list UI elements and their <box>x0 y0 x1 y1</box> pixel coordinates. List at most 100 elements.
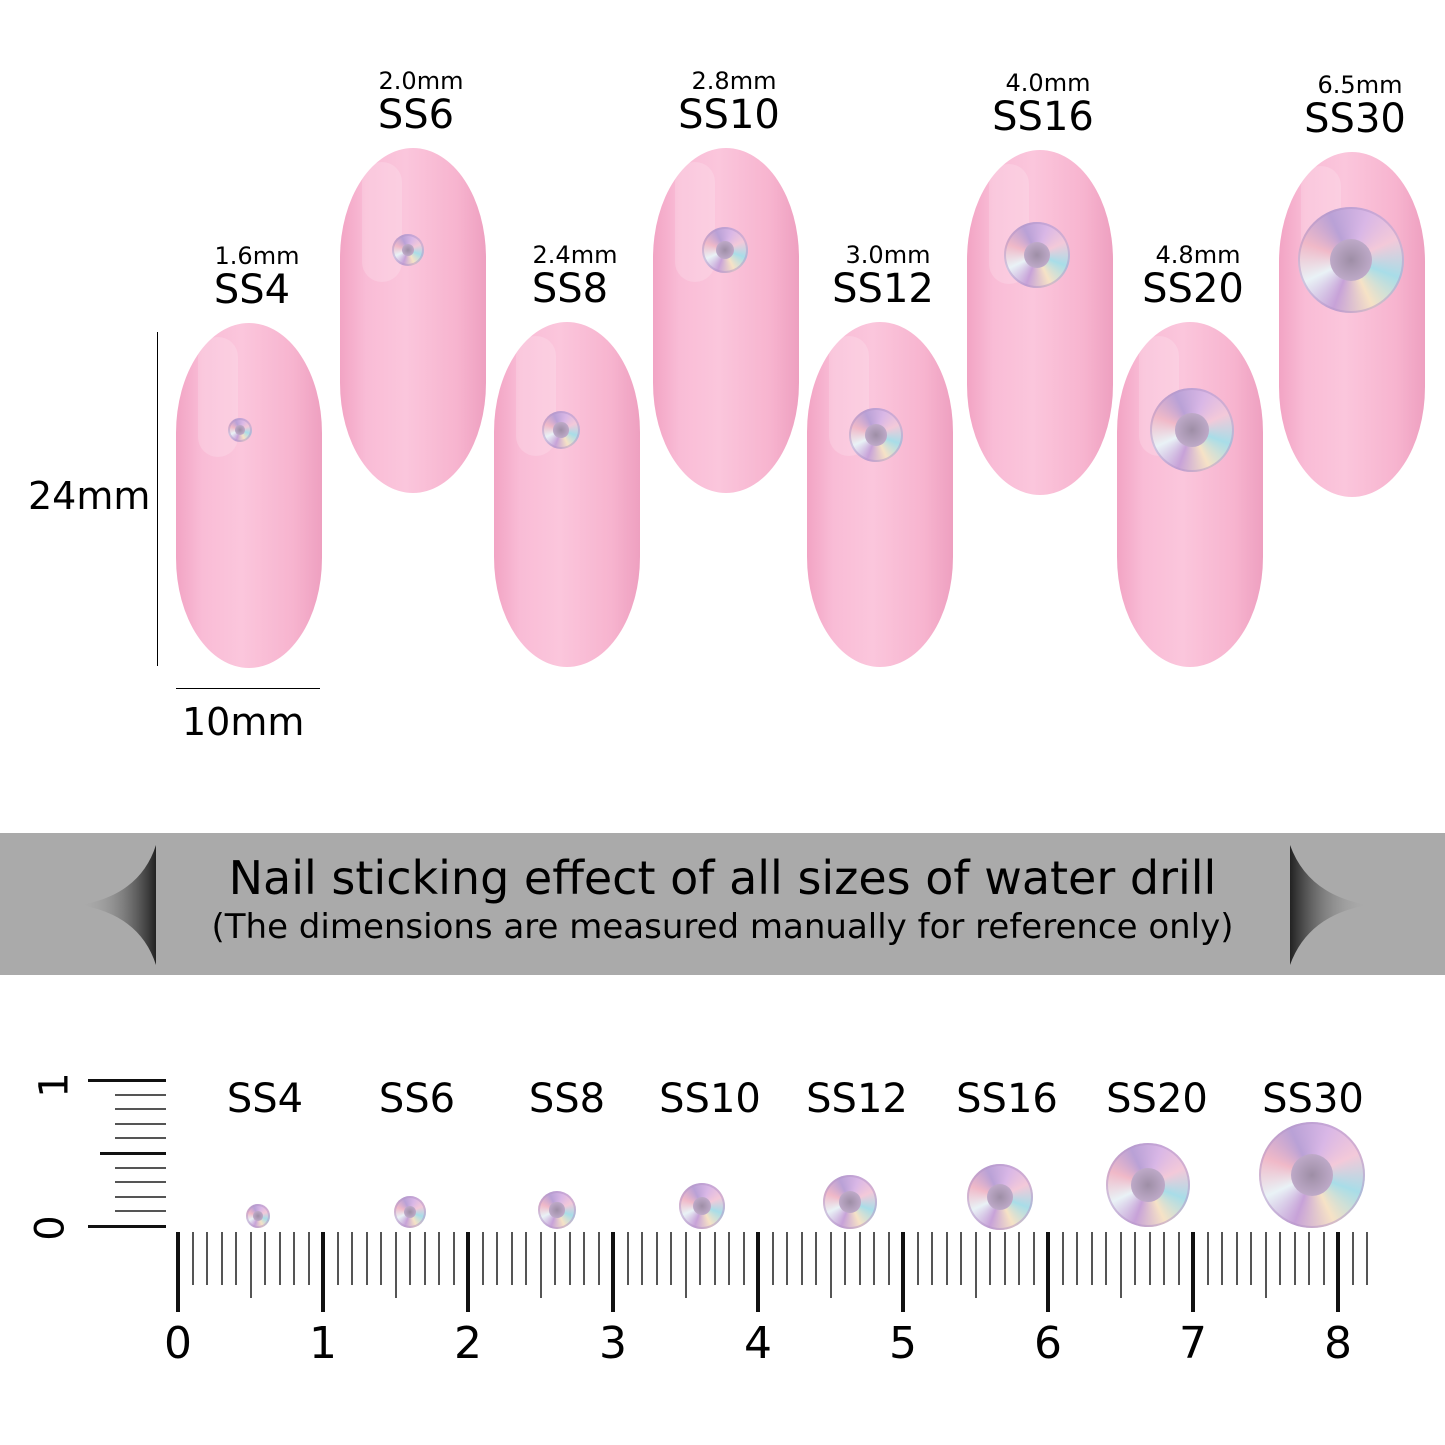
ruler-minor-tick <box>510 1232 513 1285</box>
ruler-minor-tick <box>554 1232 556 1285</box>
vertical-ruler-tick <box>115 1166 166 1169</box>
ruler-minor-tick <box>974 1232 977 1298</box>
ruler-major-tick <box>321 1232 325 1312</box>
nail-size-label: SS8 <box>531 266 609 312</box>
rhinestone <box>228 418 252 442</box>
rhinestone <box>849 408 903 462</box>
rhinestone <box>702 227 748 273</box>
ruler-gem-label: SS4 <box>226 1076 304 1122</box>
vertical-ruler-label-1: 1 <box>31 1072 78 1098</box>
ruler-gem-label: SS12 <box>806 1076 908 1122</box>
ruler-minor-tick <box>829 1232 832 1298</box>
banner-title: Nail sticking effect of all sizes of wat… <box>228 851 1217 905</box>
ruler-minor-tick <box>858 1232 861 1285</box>
nail-size-mm-label: 1.6mm <box>214 242 300 270</box>
ruler-minor-tick <box>873 1232 875 1285</box>
ruler-minor-tick <box>1032 1232 1035 1285</box>
ruler-minor-tick <box>713 1232 716 1285</box>
nail-size-mm-label: 3.0mm <box>845 241 931 269</box>
ruler-minor-tick <box>568 1232 571 1285</box>
ruler-minor-tick <box>800 1232 803 1285</box>
ruler-minor-tick <box>452 1232 455 1285</box>
ruler-minor-tick <box>989 1232 991 1285</box>
nail-size-mm-label: 2.4mm <box>532 241 618 269</box>
vertical-ruler-tick <box>88 1225 166 1228</box>
nail-size-mm-label: 4.8mm <box>1155 241 1241 269</box>
ruler-minor-tick <box>1366 1232 1368 1285</box>
ruler-number: 0 <box>164 1318 192 1369</box>
rhinestone <box>1004 222 1070 288</box>
right-arrow-decoration <box>1290 845 1368 965</box>
ruler-major-tick <box>1046 1232 1050 1312</box>
ruler-number: 1 <box>309 1318 337 1369</box>
nail-size-label: SS12 <box>832 266 934 312</box>
nail <box>807 322 953 667</box>
ruler-minor-tick <box>1177 1232 1180 1285</box>
left-arrow-decoration <box>80 845 156 965</box>
vertical-ruler-tick <box>115 1195 166 1198</box>
ruler-minor-tick <box>351 1232 353 1285</box>
ruler-minor-tick <box>539 1232 542 1298</box>
ruler-minor-tick <box>771 1232 774 1285</box>
ruler-minor-tick <box>815 1232 817 1285</box>
ruler-minor-tick <box>293 1232 295 1285</box>
vertical-ruler-tick <box>115 1137 166 1140</box>
ruler-minor-tick <box>887 1232 890 1285</box>
ruler-rhinestone <box>394 1196 426 1228</box>
vertical-ruler-tick <box>115 1210 166 1213</box>
ruler-minor-tick <box>481 1232 484 1285</box>
ruler-minor-tick <box>1308 1232 1310 1285</box>
ruler-minor-tick <box>1148 1232 1151 1285</box>
ruler-gem-label: SS30 <box>1262 1076 1364 1122</box>
ruler-major-tick <box>756 1232 760 1312</box>
ruler-gem-label: SS6 <box>378 1076 456 1122</box>
nail <box>653 148 799 493</box>
vertical-ruler-tick <box>115 1108 166 1111</box>
ruler-minor-tick <box>307 1232 310 1285</box>
ruler-minor-tick <box>1105 1232 1107 1285</box>
ruler-minor-tick <box>670 1232 672 1285</box>
ruler-minor-tick <box>931 1232 933 1285</box>
ruler-minor-tick <box>1134 1232 1136 1285</box>
ruler-number: 7 <box>1179 1318 1207 1369</box>
ruler-minor-tick <box>1293 1232 1296 1285</box>
rhinestone <box>392 234 424 266</box>
vertical-ruler-label-0: 0 <box>27 1215 74 1241</box>
ruler-minor-tick <box>786 1232 788 1285</box>
nail-size-label: SS20 <box>1142 266 1244 312</box>
ruler-minor-tick <box>235 1232 237 1285</box>
ruler-minor-tick <box>496 1232 498 1285</box>
ruler-minor-tick <box>206 1232 208 1285</box>
ruler-rhinestone <box>1259 1122 1365 1228</box>
nail <box>494 322 640 667</box>
ruler-minor-tick <box>264 1232 266 1285</box>
vertical-ruler-tick <box>88 1079 166 1082</box>
ruler-minor-tick <box>1119 1232 1122 1298</box>
ruler-minor-tick <box>1322 1232 1325 1285</box>
ruler-minor-tick <box>1206 1232 1209 1285</box>
ruler-minor-tick <box>1003 1232 1006 1285</box>
ruler-minor-tick <box>525 1232 527 1285</box>
ruler-minor-tick <box>655 1232 658 1285</box>
nail-size-mm-label: 6.5mm <box>1317 71 1403 99</box>
nail-size-mm-label: 2.8mm <box>691 67 777 95</box>
ruler-minor-tick <box>1250 1232 1252 1285</box>
ruler-minor-tick <box>438 1232 440 1285</box>
ruler-major-tick <box>1191 1232 1195 1312</box>
ruler-minor-tick <box>191 1232 194 1285</box>
width-dimension-label: 10mm <box>182 700 305 744</box>
vertical-ruler-tick <box>115 1122 166 1125</box>
ruler-number: 8 <box>1324 1318 1352 1369</box>
ruler-minor-tick <box>1018 1232 1020 1285</box>
ruler-number: 3 <box>599 1318 627 1369</box>
ruler-minor-tick <box>220 1232 223 1285</box>
ruler-rhinestone <box>679 1183 725 1229</box>
nail-size-label: SS4 <box>213 267 291 313</box>
ruler-gem-label: SS20 <box>1106 1076 1208 1122</box>
ruler-rhinestone <box>1106 1143 1190 1227</box>
ruler-number: 6 <box>1034 1318 1062 1369</box>
ruler-rhinestone <box>246 1204 270 1228</box>
ruler-minor-tick <box>1279 1232 1281 1285</box>
ruler-rhinestone <box>538 1191 576 1229</box>
